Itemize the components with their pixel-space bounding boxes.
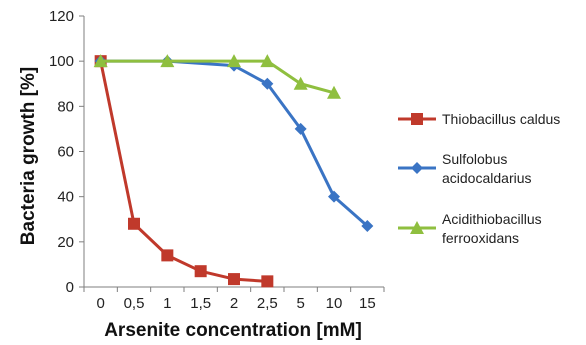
data-point	[294, 122, 307, 135]
data-point	[260, 54, 275, 68]
y-tick-label: 120	[49, 8, 74, 25]
x-tick-labels: 0 0,5 1 1,5 2 2,5 5 10 15	[96, 295, 375, 312]
series-line	[99, 60, 268, 283]
data-point	[227, 54, 241, 68]
legend-label: ferrooxidans	[442, 230, 519, 246]
data-point	[261, 275, 274, 288]
series-line	[100, 59, 369, 228]
data-point	[228, 273, 240, 286]
chart-axes	[79, 15, 385, 292]
legend-label: acidocaldarius	[442, 170, 532, 186]
x-tick-label: 15	[359, 295, 376, 312]
x-tick-label: 2,5	[257, 295, 278, 312]
y-tick-label: 80	[57, 98, 74, 115]
legend-item: Thiobacillus caldus	[398, 111, 560, 127]
legend-item: Sulfolobus acidocaldarius	[398, 151, 532, 186]
x-tick-label: 1,5	[190, 295, 211, 312]
y-tick-label: 100	[49, 53, 74, 70]
series-thiobacillus-caldus	[94, 55, 274, 288]
legend-label: Acidithiobacillus	[442, 211, 542, 227]
y-tick-label: 40	[57, 189, 74, 206]
x-tick-label: 1	[163, 295, 171, 312]
series-sulfolobus-acidocaldarius	[94, 55, 374, 233]
chart-legend: Thiobacillus caldus Sulfolobus acidocaldar…	[398, 111, 560, 246]
data-point	[361, 220, 374, 233]
data-point	[261, 77, 274, 90]
y-tick-label: 20	[57, 234, 74, 251]
x-tick-label: 10	[326, 295, 343, 312]
data-point	[160, 54, 175, 68]
series-line	[100, 59, 335, 95]
legend-swatch-marker	[411, 162, 423, 174]
x-tick-label: 0	[96, 295, 104, 312]
legend-label: Sulfolobus	[442, 151, 507, 167]
x-tick-label: 5	[296, 295, 304, 312]
legend-item: Acidithiobacillus ferrooxidans	[398, 211, 542, 246]
data-point	[161, 249, 174, 262]
data-point	[328, 190, 340, 203]
y-axis-title: Bacteria growth [%]	[18, 67, 39, 245]
data-point	[194, 265, 207, 278]
data-point	[327, 85, 341, 99]
x-tick-label: 0,5	[124, 295, 145, 312]
y-tick-labels: 0 20 40 60 80 100 120	[49, 8, 74, 296]
series-acidithiobacillus-ferrooxidans	[93, 54, 341, 99]
y-tick-label: 60	[57, 144, 74, 161]
y-tick-label: 0	[66, 279, 74, 296]
legend-swatch-marker	[411, 113, 423, 125]
legend-label: Thiobacillus caldus	[442, 111, 560, 127]
data-point	[293, 76, 308, 90]
legend-swatch-marker	[410, 221, 424, 234]
x-axis-title: Arsenite concentration [mM]	[104, 320, 362, 341]
chart-series	[93, 54, 374, 288]
data-point	[128, 217, 140, 230]
x-tick-label: 2	[230, 295, 238, 312]
data-point	[93, 54, 108, 68]
